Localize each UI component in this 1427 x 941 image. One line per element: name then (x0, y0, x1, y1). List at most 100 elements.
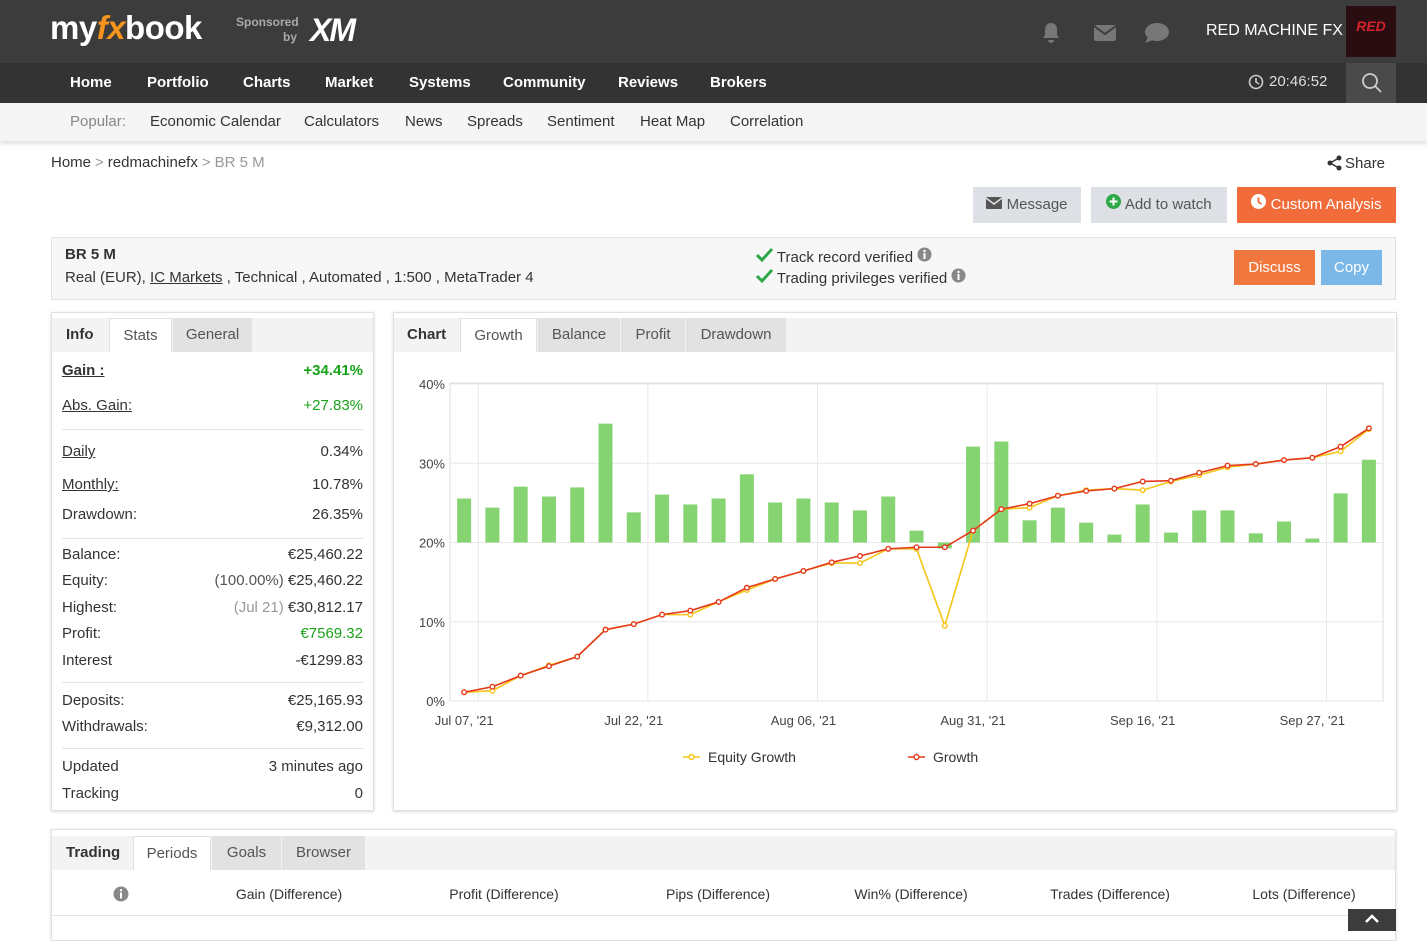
icon-part (1248, 74, 1264, 90)
nav-item[interactable]: Systems (409, 74, 471, 91)
tab[interactable]: Periods (133, 836, 211, 870)
popular-item[interactable]: Correlation (730, 113, 804, 130)
icon-part (755, 268, 774, 284)
icon-part (1043, 23, 1059, 43)
tab[interactable]: Info (52, 318, 108, 352)
button-label[interactable]: Add to watch (1124, 196, 1212, 213)
x-tick-label: Sep 27, '21 (1280, 713, 1345, 728)
action-button[interactable]: Message (973, 187, 1081, 223)
share-link[interactable]: Share (1345, 155, 1386, 172)
point (856, 552, 863, 559)
popular-item[interactable]: Calculators (304, 113, 380, 130)
nav-item[interactable]: Charts (243, 74, 291, 91)
stat-label: Updated (62, 758, 119, 775)
tab[interactable]: Profit (621, 318, 685, 352)
tab[interactable]: Goals (212, 836, 281, 870)
nav-item[interactable]: Market (325, 74, 374, 91)
legend-label: Growth (933, 749, 978, 765)
icon-part (923, 249, 926, 253)
point (970, 527, 977, 534)
system-button[interactable]: Copy (1321, 250, 1382, 285)
bar (1107, 534, 1122, 543)
tab[interactable]: Growth (460, 318, 537, 352)
header-icons[interactable] (1040, 20, 1175, 46)
icon-part (1093, 25, 1117, 36)
popular-item[interactable]: Economic Calendar (150, 113, 281, 130)
action-button[interactable]: Add to watch (1091, 187, 1227, 223)
broker-link[interactable]: IC Markets (150, 269, 223, 286)
icon-part (1362, 73, 1378, 89)
scroll-top[interactable] (1348, 909, 1396, 931)
nav-item[interactable]: Brokers (710, 74, 767, 91)
share-icon[interactable] (1327, 155, 1343, 171)
avatar[interactable]: RED (1346, 6, 1396, 57)
stat-value: (100.00%) €25,460.22 (215, 571, 363, 591)
info-icon[interactable] (951, 268, 966, 283)
bar (626, 512, 641, 543)
button-label[interactable]: Message (1006, 196, 1068, 213)
breadcrumb-item: BR 5 M (214, 154, 265, 171)
sponsor-brand: XM (310, 12, 356, 48)
bar (1361, 459, 1376, 543)
popular-item[interactable]: Heat Map (640, 113, 706, 130)
bar (739, 474, 754, 543)
tab[interactable]: Trading (52, 836, 132, 870)
info-icon[interactable] (917, 247, 932, 262)
stat-label: Deposits: (62, 692, 125, 709)
stat-value: 3 minutes ago (269, 757, 363, 777)
point (1167, 477, 1174, 484)
popular-item[interactable]: Spreads (467, 113, 523, 130)
stat-number: €25,165.93 (287, 692, 363, 709)
button-label[interactable]: Custom Analysis (1270, 196, 1382, 213)
legend-swatch (688, 753, 695, 761)
icon-part (986, 197, 1003, 209)
tab[interactable]: Browser (282, 836, 365, 870)
verified-text: Track record verified (776, 249, 914, 266)
x-tick-label: Jul 22, '21 (604, 713, 663, 728)
stat-number: €30,812.17 (287, 599, 363, 616)
nav-item[interactable]: Portfolio (147, 74, 209, 91)
info-icon[interactable] (113, 886, 129, 902)
breadcrumb-separator: > (201, 154, 211, 171)
system-button[interactable]: Discuss (1234, 250, 1315, 285)
nav-item[interactable]: Reviews (618, 74, 679, 91)
bar (513, 486, 528, 543)
system-box (51, 237, 1396, 300)
legend-swatch (913, 753, 920, 761)
popular-item[interactable]: News (405, 113, 443, 130)
breadcrumb-item[interactable]: Home (51, 154, 92, 171)
point (687, 607, 694, 614)
sponsor-line: Sponsored (236, 15, 299, 29)
tab[interactable]: Chart (394, 318, 459, 352)
stat-number: €7569.32 (300, 625, 363, 642)
stat-label: Monthly: (62, 476, 119, 493)
point (1365, 425, 1372, 432)
nav-item[interactable]: Home (70, 74, 112, 91)
stat-label: Profit: (62, 625, 102, 642)
x-tick-label: Aug 06, '21 (771, 713, 836, 728)
breadcrumb: Home > redmachinefx > BR 5 M (51, 154, 265, 171)
tab[interactable]: Balance (538, 318, 620, 352)
tab[interactable]: Stats (109, 318, 172, 352)
point (885, 545, 892, 552)
top-bar (0, 0, 1427, 63)
breadcrumb-item[interactable]: redmachinefx (107, 154, 198, 171)
sponsor-line: by (283, 30, 298, 44)
scroll-top-icon[interactable] (1364, 913, 1380, 925)
tab[interactable]: Drawdown (686, 318, 786, 352)
tab[interactable]: General (173, 318, 252, 352)
bar (541, 496, 556, 543)
user-name[interactable]: RED MACHINE FX (1206, 22, 1343, 39)
bar (1050, 507, 1065, 543)
search-button[interactable] (1346, 63, 1396, 103)
logo[interactable]: myfxbook (50, 9, 202, 47)
popular-item[interactable]: Sentiment (547, 113, 615, 130)
nav-item[interactable]: Community (503, 74, 586, 91)
chart: 0% 10% 20% 30% 40% Jul 07, '21 Jul 22, '21 Aug … (419, 377, 1384, 765)
action-button[interactable]: Custom Analysis (1237, 187, 1396, 223)
bar (1305, 538, 1320, 543)
search-icon[interactable] (1361, 72, 1383, 94)
point (1026, 500, 1033, 507)
separator (62, 429, 363, 430)
icon-part (1145, 23, 1169, 41)
